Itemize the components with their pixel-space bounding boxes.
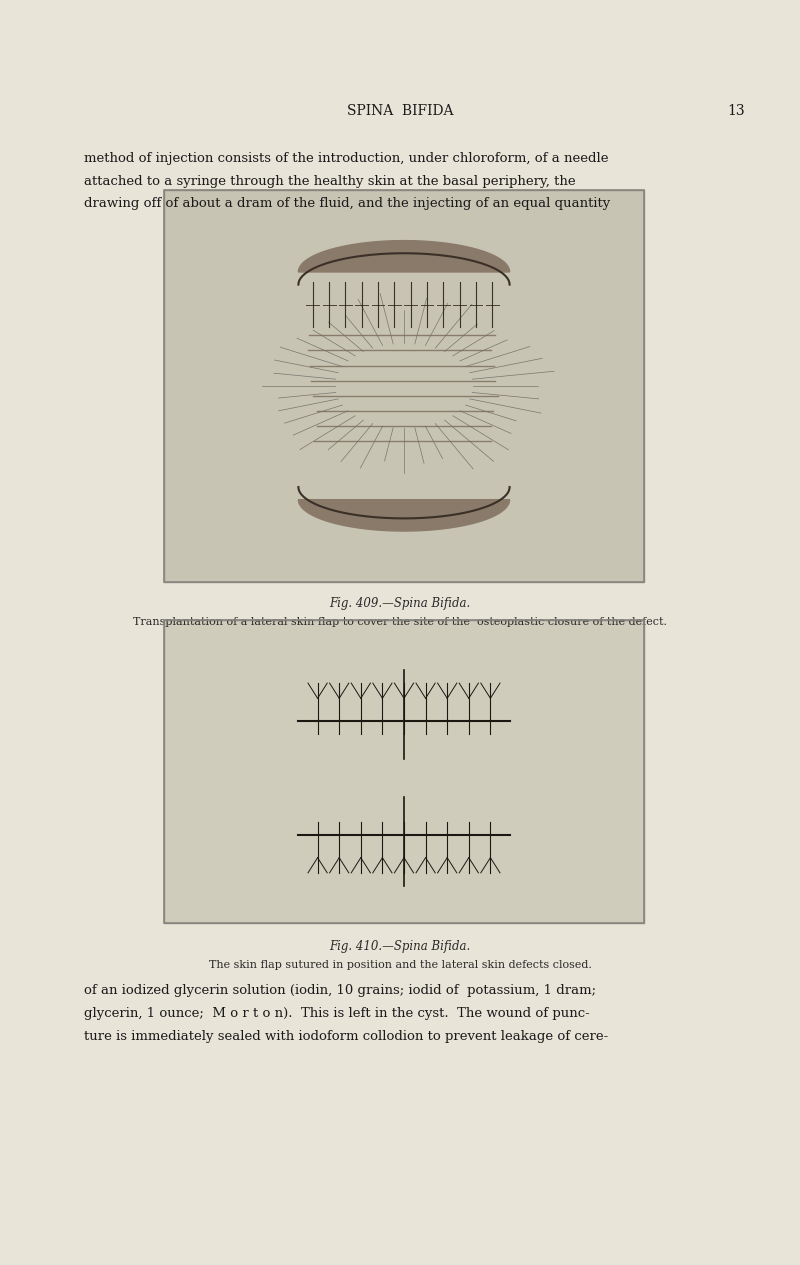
Text: Fig. 410.—Spina Bifida.: Fig. 410.—Spina Bifida. bbox=[330, 940, 470, 953]
Text: method of injection consists of the introduction, under chloroform, of a needle: method of injection consists of the intr… bbox=[84, 152, 609, 164]
Polygon shape bbox=[298, 500, 510, 531]
Text: Transplantation of a lateral skin flap to cover the site of the  osteoplastic cl: Transplantation of a lateral skin flap t… bbox=[133, 617, 667, 627]
Text: drawing off of about a dram of the fluid, and the injecting of an equal quantity: drawing off of about a dram of the fluid… bbox=[84, 197, 610, 210]
FancyBboxPatch shape bbox=[164, 190, 644, 582]
Text: The skin flap sutured in position and the lateral skin defects closed.: The skin flap sutured in position and th… bbox=[209, 960, 591, 970]
Text: SPINA  BIFIDA: SPINA BIFIDA bbox=[346, 104, 454, 118]
Text: of an iodized glycerin solution (iodin, 10 grains; iodid of  potassium, 1 dram;: of an iodized glycerin solution (iodin, … bbox=[84, 984, 596, 997]
Text: glycerin, 1 ounce;  M o r t o n).  This is left in the cyst.  The wound of punc-: glycerin, 1 ounce; M o r t o n). This is… bbox=[84, 1007, 590, 1020]
Text: Fig. 409.—Spina Bifida.: Fig. 409.—Spina Bifida. bbox=[330, 597, 470, 610]
FancyBboxPatch shape bbox=[164, 620, 644, 923]
Text: ture is immediately sealed with iodoform collodion to prevent leakage of cere-: ture is immediately sealed with iodoform… bbox=[84, 1030, 608, 1042]
Text: attached to a syringe through the healthy skin at the basal periphery, the: attached to a syringe through the health… bbox=[84, 175, 576, 187]
Polygon shape bbox=[298, 240, 510, 272]
Text: 13: 13 bbox=[727, 104, 745, 118]
